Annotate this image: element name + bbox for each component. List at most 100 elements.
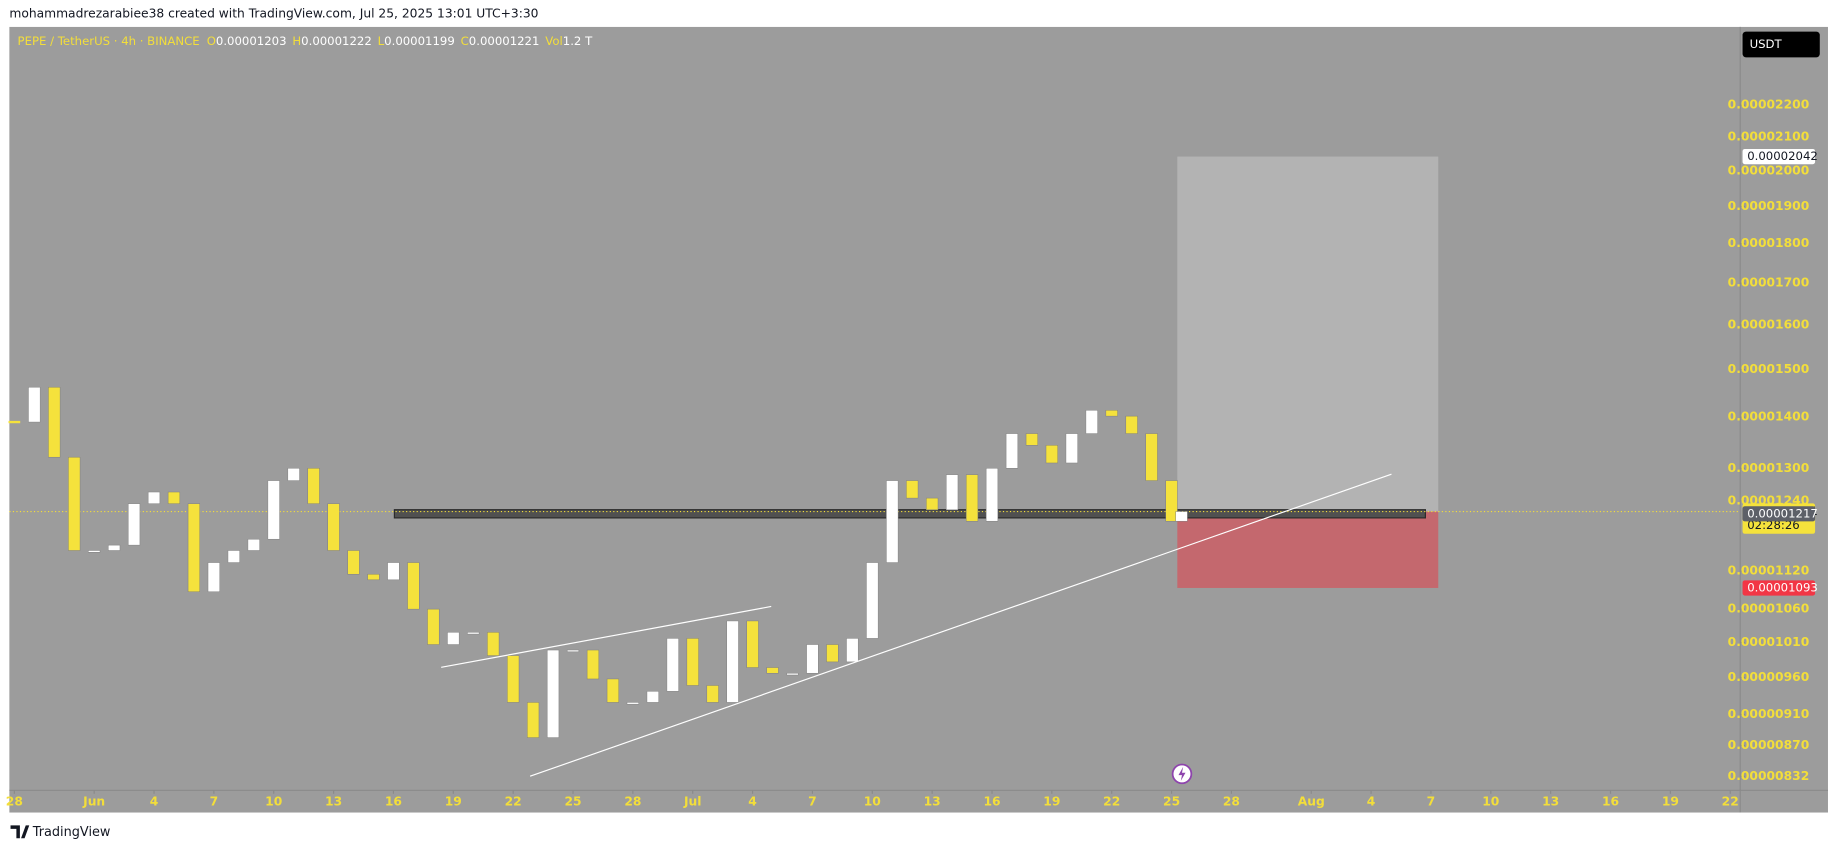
y-tick-label: 0.00000960 — [1728, 670, 1810, 684]
trendline — [441, 605, 772, 668]
x-tick-label: 28 — [6, 794, 23, 808]
x-tick-label: 16 — [385, 794, 402, 808]
candle — [886, 480, 899, 563]
legend-key: H — [292, 33, 301, 47]
countdown: 02:28:26 — [1747, 518, 1799, 532]
stop-area — [1177, 511, 1439, 588]
brand-name: TradingView — [32, 825, 111, 840]
candle — [965, 474, 979, 522]
candle — [706, 685, 719, 703]
trendline — [529, 473, 1392, 777]
legend-value: 1.2 T — [563, 33, 593, 47]
legend-value: 0.00001221 — [469, 33, 540, 47]
candle — [487, 632, 500, 656]
legend-value: 0.00001199 — [384, 33, 455, 47]
candle — [147, 491, 161, 504]
legend-symbol: PEPE / TetherUS · 4h · BINANCE — [18, 33, 200, 47]
candle — [826, 644, 839, 663]
target-label-box — [1742, 148, 1816, 165]
x-tick-label: 25 — [564, 794, 581, 808]
x-tick-label: Aug — [1298, 794, 1325, 808]
y-tick-label: 0.00000832 — [1728, 769, 1810, 783]
candle — [866, 562, 879, 639]
candle — [786, 672, 799, 676]
candle — [726, 620, 739, 703]
stop-label: 0.00001093 — [1747, 580, 1818, 594]
x-tick-label: 19 — [1043, 794, 1060, 808]
candle — [906, 480, 919, 499]
candle — [367, 573, 380, 581]
candle — [287, 468, 300, 481]
candle — [646, 691, 659, 703]
candle — [267, 480, 280, 540]
x-tick-label: Jun — [82, 794, 105, 808]
y-tick-label: 0.00001500 — [1728, 362, 1810, 376]
zone-label: 0.00001217 — [1747, 506, 1818, 520]
candle — [227, 550, 240, 563]
candle — [1165, 480, 1178, 522]
candle — [527, 702, 540, 738]
x-tick-label: 13 — [1542, 794, 1559, 808]
x-tick-label: 13 — [924, 794, 941, 808]
candle — [586, 649, 600, 680]
legend-key: L — [378, 33, 385, 47]
currency-button[interactable] — [1742, 31, 1820, 58]
candle — [1085, 410, 1098, 434]
candle — [1065, 433, 1078, 464]
x-tick-label: 10 — [1482, 794, 1499, 808]
x-tick-label: 22 — [505, 794, 522, 808]
candle — [507, 655, 520, 703]
candle — [666, 638, 679, 692]
x-tick-label: 13 — [325, 794, 342, 808]
candle — [746, 620, 759, 668]
candle — [1025, 433, 1038, 446]
event-icon-bolt — [1178, 766, 1186, 781]
candle — [1175, 511, 1188, 522]
candle — [387, 562, 400, 581]
candle — [606, 678, 619, 703]
x-tick-label: 7 — [808, 794, 817, 808]
y-tick-label: 0.00001600 — [1728, 317, 1810, 331]
legend-key: C — [461, 33, 469, 47]
x-tick-label: 10 — [265, 794, 282, 808]
candle — [686, 638, 699, 686]
y-tick-label: 0.00001300 — [1728, 461, 1810, 475]
chart-pane — [9, 26, 1828, 813]
candle — [207, 562, 220, 593]
x-tick-label: 19 — [1662, 794, 1679, 808]
x-tick-label: 4 — [1367, 794, 1376, 808]
candle — [48, 386, 61, 458]
candle — [766, 667, 779, 674]
x-tick-label: 4 — [150, 794, 159, 808]
currency-label: USDT — [1750, 37, 1783, 51]
candle — [806, 644, 819, 674]
candle — [926, 497, 939, 511]
x-tick-label: 19 — [445, 794, 462, 808]
y-tick-label: 0.00002100 — [1728, 130, 1810, 144]
stop-label-box — [1742, 580, 1816, 596]
header-text: mohammadrezarabiee38 created with Tradin… — [9, 7, 538, 21]
candle — [447, 632, 460, 645]
x-tick-label: 16 — [1602, 794, 1619, 808]
candle — [846, 638, 859, 663]
axis-labels: 0.00002200 0.00002100 0.00002000 0.00001900… — [6, 98, 1818, 809]
x-tick-label: 4 — [748, 794, 757, 808]
legend-value: 0.00001222 — [301, 33, 372, 47]
y-tick-label: 0.00001400 — [1728, 410, 1810, 424]
candle — [327, 503, 340, 551]
target-label: 0.00002042 — [1747, 149, 1818, 163]
candle — [108, 544, 121, 551]
candle — [167, 491, 181, 504]
zone — [393, 509, 1426, 519]
y-tick-label: 0.00001010 — [1728, 635, 1810, 649]
target-area — [1177, 156, 1439, 512]
candle — [307, 468, 320, 504]
candle — [546, 649, 560, 738]
y-tick-label: 0.00001800 — [1728, 236, 1810, 250]
trendlines — [441, 473, 1392, 777]
drawings — [9, 156, 1741, 588]
candle — [1105, 410, 1118, 417]
candle — [247, 538, 260, 551]
candle — [407, 562, 420, 610]
